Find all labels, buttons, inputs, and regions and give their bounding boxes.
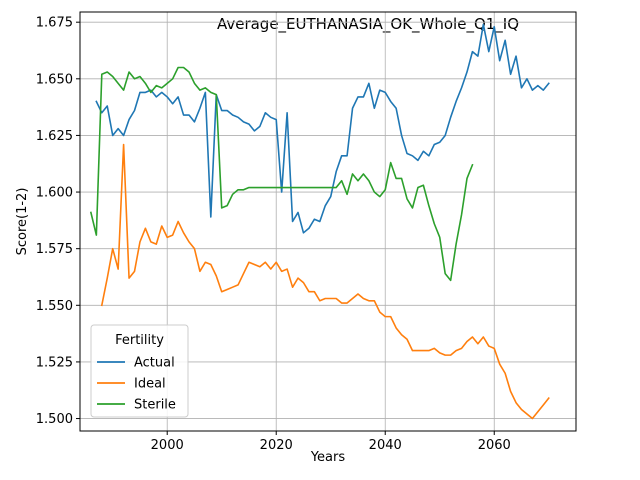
legend-items: Actual Ideal Sterile: [97, 356, 176, 413]
legend-box: [90, 324, 189, 418]
legend-title: Fertility: [115, 333, 164, 348]
legend-label-ideal: Ideal: [134, 377, 166, 392]
x-axis-label: Years: [310, 450, 346, 465]
legend: Fertility Actual Ideal Sterile: [90, 324, 189, 418]
y-tick-label: 1.500: [36, 412, 73, 427]
x-tick-label: 2040: [369, 438, 402, 453]
legend-label-actual: Actual: [134, 356, 175, 371]
y-tick-label: 1.600: [36, 186, 73, 201]
y-tick-label: 1.550: [36, 299, 73, 314]
series-line-ideal: [100, 143, 550, 420]
legend-label-sterile: Sterile: [134, 398, 176, 413]
x-tick-label: 2000: [151, 438, 184, 453]
y-axis-label: Score(1-2): [15, 188, 30, 256]
grid-lines: [80, 12, 576, 431]
series-line-sterile: [89, 66, 474, 282]
plot-frame: [79, 11, 577, 432]
y-tick-label: 1.625: [36, 129, 73, 144]
series-line-actual: [95, 23, 550, 234]
chart-title: Average_EUTHANASIA_OK_Whole_Q1_IQ: [217, 15, 519, 34]
series-layer: [89, 23, 550, 420]
y-tick-label: 1.650: [36, 72, 73, 87]
y-tick-label: 1.575: [36, 242, 73, 257]
y-tick-label: 1.525: [36, 355, 73, 370]
axis-ticks: 2000 2020 2040 2060 1.500 1.525 1.550 1.575 1.60…: [36, 16, 511, 453]
y-tick-label: 1.675: [36, 16, 73, 31]
x-tick-label: 2060: [478, 438, 511, 453]
x-tick-label: 2020: [260, 438, 293, 453]
